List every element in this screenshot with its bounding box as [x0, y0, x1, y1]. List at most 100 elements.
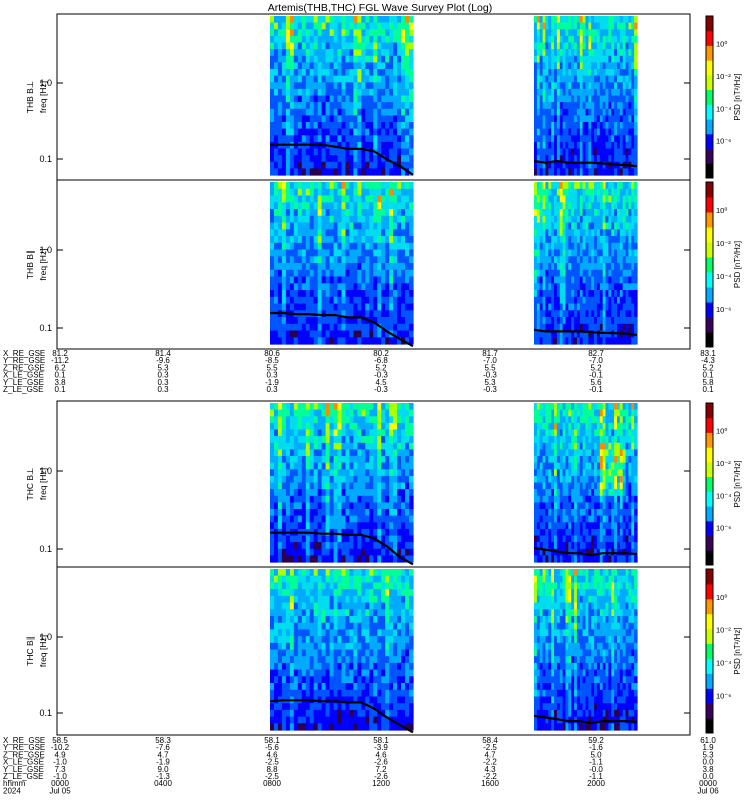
spectrogram-cell [548, 515, 552, 523]
spectrogram-cell [305, 16, 311, 24]
spectrogram-cell [345, 55, 351, 63]
spectrogram-cell [369, 276, 374, 284]
spectrogram-cell [585, 75, 589, 83]
spectrogram-cell [568, 263, 572, 271]
spectrogram-cell [389, 82, 394, 90]
spectrogram-cell [542, 330, 547, 338]
spectrogram-cell [389, 161, 394, 169]
spectrogram-cell [373, 22, 378, 30]
spectrogram-cell [397, 55, 402, 63]
spectrogram-cell [619, 122, 624, 130]
spectrogram-cell [588, 416, 592, 424]
spectrogram-cell [381, 502, 386, 510]
spectrogram-cell [554, 422, 558, 431]
spectrogram-cell [542, 122, 547, 130]
spectrogram-cell [409, 49, 414, 57]
spectrogram-cell [277, 108, 283, 116]
spectrogram-cell [301, 49, 307, 57]
spectrogram-cell [270, 155, 275, 163]
spectrogram-cell [625, 269, 630, 278]
spectrogram-cell [285, 188, 291, 197]
spectrogram-cell [369, 168, 374, 176]
spectrogram-cell [309, 215, 315, 224]
spectrogram-cell [574, 296, 578, 305]
spectrogram-cell [605, 29, 609, 37]
spectrogram-cell [571, 209, 575, 217]
spectrogram-cell [381, 442, 386, 450]
spectrogram-cell [617, 249, 621, 257]
spectrogram-cell [536, 141, 541, 150]
spectrogram-cell [337, 88, 343, 97]
spectrogram-cell [545, 195, 549, 203]
spectrogram-cell [599, 276, 604, 284]
spectrogram-cell [353, 337, 358, 345]
spectrogram-cell [274, 296, 279, 305]
spectrogram-cell [545, 416, 549, 424]
spectrogram-cell [337, 502, 343, 510]
spectrogram-cell [554, 62, 558, 70]
spectrogram-cell [369, 35, 374, 44]
spectrogram-cell [274, 542, 279, 550]
spectrogram-cell [341, 482, 347, 490]
spectrogram-cell [405, 323, 410, 332]
spectrogram-cell [559, 229, 564, 237]
spectrogram-cell [385, 449, 390, 457]
spectrogram-cell [409, 242, 414, 251]
spectrogram-cell [631, 108, 635, 116]
spectrogram-cell [556, 222, 561, 230]
spectrogram-cell [405, 16, 410, 24]
spectrogram-cell [594, 108, 598, 116]
spectrogram-cell [293, 102, 299, 110]
spectrogram-cell [313, 290, 319, 298]
spectrogram-cell [337, 108, 343, 116]
spectrogram-cell [571, 42, 575, 50]
spectrogram-cell [305, 502, 311, 510]
spectrogram-cell [409, 337, 414, 345]
spectrogram-cell [599, 403, 604, 411]
spectrogram-cell [329, 283, 335, 291]
spectrogram-cell [554, 456, 558, 464]
spectrogram-cell [582, 482, 587, 490]
spectrogram-cell [361, 182, 366, 190]
spectrogram-cell [622, 337, 627, 345]
spectrogram-cell [605, 69, 609, 77]
spectrogram-cell [385, 442, 390, 450]
spectrogram-cell [568, 122, 572, 130]
spectrogram-cell [565, 75, 569, 83]
spectrogram-cell [385, 182, 390, 190]
spectrogram-cell [559, 502, 564, 510]
spectrogram-cell [614, 303, 618, 311]
spectrogram-cell [536, 456, 541, 464]
spectrogram-cell [289, 161, 295, 169]
spectrogram-cell [393, 310, 398, 318]
spectrogram-cell [325, 323, 331, 332]
spectrogram-cell [619, 29, 624, 37]
spectrogram-cell [548, 62, 552, 70]
spectrogram-cell [333, 188, 339, 197]
spectrogram-cell [289, 75, 295, 83]
spectrogram-cell [548, 269, 552, 278]
spectrogram-cell [542, 403, 547, 411]
spectrogram-cell [571, 215, 575, 224]
spectrogram-cell [325, 509, 331, 517]
spectrogram-cell [270, 49, 275, 57]
spectrogram-cell [628, 296, 632, 305]
spectrogram-cell [536, 337, 541, 345]
spectrogram-cell [289, 128, 295, 136]
spectrogram-cell [588, 115, 592, 123]
spectrogram-cell [325, 135, 331, 143]
spectrogram-cell [622, 22, 627, 30]
spectrogram-cell [594, 236, 598, 244]
spectrogram-cell [277, 22, 283, 30]
spectrogram-cell [608, 290, 612, 298]
spectrogram-cell [397, 108, 402, 116]
spectrogram-cell [301, 69, 307, 77]
spectrogram-cell [277, 509, 283, 517]
spectrogram-cell [611, 229, 615, 237]
spectrogram-cell [369, 462, 374, 470]
spectrogram-cell [345, 522, 351, 530]
spectrogram-cell [579, 82, 584, 90]
spectrogram-cell [559, 436, 564, 444]
spectrogram-cell [365, 409, 370, 417]
spectrogram-cell [321, 462, 327, 470]
